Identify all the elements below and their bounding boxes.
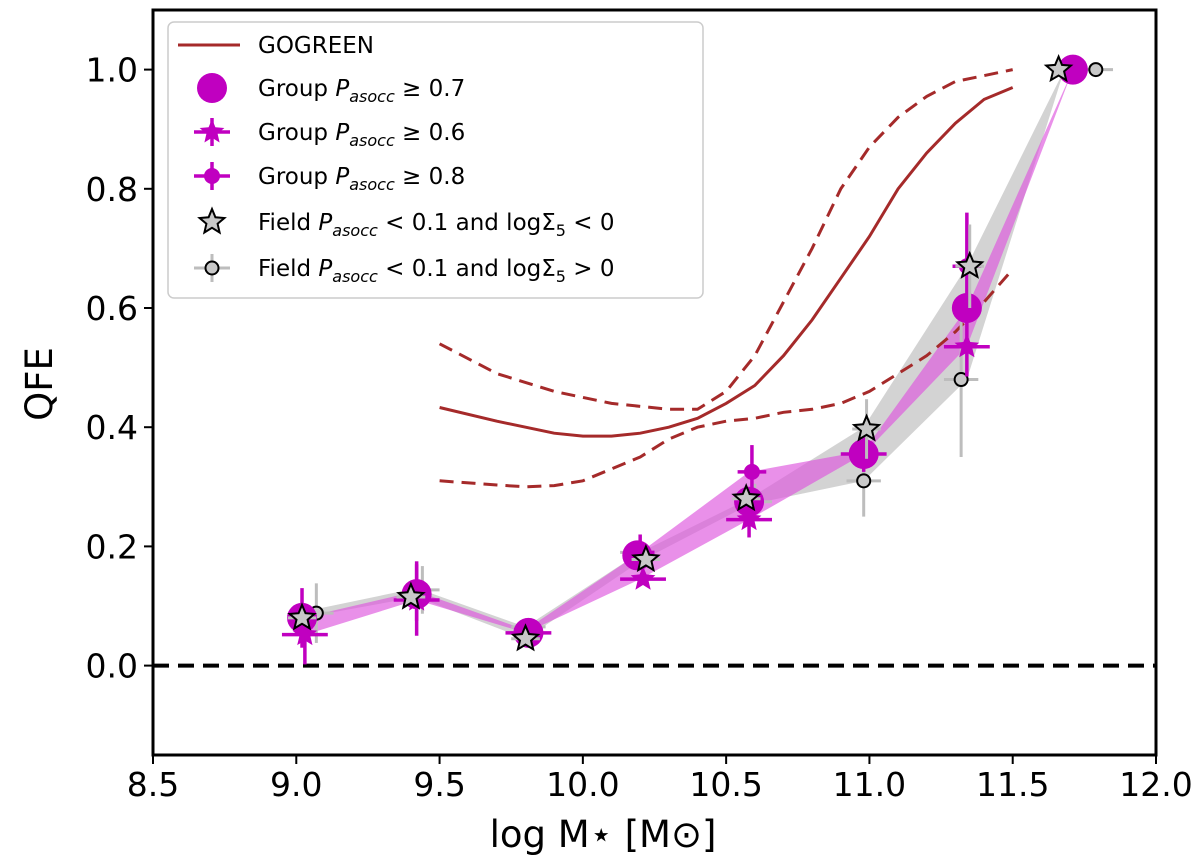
gogreen-lower-dashed: [439, 268, 1014, 489]
legend-prefix-fpos: Field: [258, 256, 318, 282]
legend-suffix-fneg: < 0.1 and logΣ: [378, 210, 556, 236]
y-axis-label: QFE: [18, 347, 61, 421]
legend-suffix-g08: ≥ 0.8: [395, 164, 465, 190]
legend-subscript-fneg: asocc: [332, 221, 378, 240]
legend-text-gogreen: GOGREEN: [258, 33, 374, 59]
series-fneg: [287, 53, 1074, 652]
legend-subscript-fpos: asocc: [332, 267, 378, 286]
legend-symbol-fpos: P: [318, 256, 332, 282]
point-g06-4: [736, 506, 762, 531]
legend-suffix-fpos: < 0.1 and logΣ: [378, 256, 556, 282]
point-fpos-7: [1088, 62, 1104, 78]
point-fneg-2: [510, 623, 541, 652]
point-g07-5: [848, 439, 879, 470]
legend-subscript-g08: asocc: [349, 175, 395, 194]
legend-label-g07: Group Pasocc ≥ 0.7: [258, 76, 465, 106]
legend-label-fneg: Field Pasocc < 0.1 and logΣ5 < 0: [258, 210, 615, 240]
legend-subscript-g06: asocc: [349, 131, 395, 150]
x-tick-label-4: 10.5: [689, 765, 762, 804]
x-tick-label-3: 10.0: [546, 765, 619, 804]
y-tick-label-1: 0.2: [86, 527, 138, 566]
legend-symbol-fneg: P: [318, 210, 332, 236]
legend-marker-g07: [197, 73, 227, 103]
legend-subscript2-fneg: 5: [556, 221, 566, 240]
shaded-bands: [302, 69, 1073, 639]
legend-prefix-g07: Group: [258, 76, 335, 102]
legend-prefix-g08: Group: [258, 164, 335, 190]
legend-marker-fpos: [204, 260, 220, 276]
legend-tail-fneg: < 0: [566, 210, 615, 236]
legend-symbol-g07: P: [335, 76, 349, 102]
point-fneg-7: [1043, 53, 1074, 83]
legend-box: [167, 21, 704, 299]
point-fpos-6: [953, 372, 969, 388]
legend-label-fpos: Field Pasocc < 0.1 and logΣ5 > 0: [258, 256, 615, 286]
legend-subscript-g07: asocc: [349, 87, 395, 106]
x-tick-label-2: 9.5: [413, 765, 465, 804]
y-axis-ticks: 0.0 0.2 0.4 0.6 0.8 1.0: [86, 51, 153, 686]
x-tick-label-1: 9.0: [270, 765, 322, 804]
legend-entry-g06: Group Pasocc ≥ 0.6: [194, 118, 465, 150]
x-tick-label-7: 12.0: [1119, 765, 1192, 804]
x-tick-label-5: 11.0: [833, 765, 906, 804]
gogreen-median-line: [439, 86, 1014, 438]
legend-suffix-g06: ≥ 0.6: [395, 120, 465, 146]
legend-entry-g08: Group Pasocc ≥ 0.8: [194, 162, 465, 194]
gogreen-curves: [438, 68, 1014, 489]
y-tick-label-3: 0.6: [86, 289, 138, 328]
legend-symbol-g08: P: [335, 164, 349, 190]
point-fneg-4: [731, 483, 762, 512]
legend-tail-fpos: > 0: [566, 256, 615, 282]
legend-marker-g06: [199, 119, 225, 143]
legend-subscript2-fpos: 5: [556, 267, 566, 286]
point-g06-6: [954, 333, 980, 358]
legend-prefix-fneg: Field: [258, 210, 318, 236]
point-fneg-1: [396, 581, 426, 610]
legend-symbol-g06: P: [335, 120, 349, 146]
group-band: [302, 69, 1073, 636]
point-fneg-5: [851, 413, 882, 442]
x-axis-ticks: 8.5 9.0 9.5 10.0 10.5 11.0 11.5 12.0: [127, 755, 1193, 804]
y-tick-label-4: 0.8: [86, 170, 138, 209]
y-tick-label-5: 1.0: [86, 51, 138, 90]
legend-label-g06: Group Pasocc ≥ 0.6: [258, 120, 465, 150]
y-tick-label-0: 0.0: [86, 647, 138, 686]
legend-prefix-g06: Group: [258, 120, 335, 146]
legend-marker-fneg: [197, 206, 227, 235]
data-points: [281, 53, 1114, 665]
legend-label-gogreen: GOGREEN: [258, 33, 374, 59]
x-tick-label-6: 11.5: [976, 765, 1049, 804]
field-band: [302, 69, 1065, 639]
point-fpos-5: [856, 473, 872, 489]
legend-label-g08: Group Pasocc ≥ 0.8: [258, 164, 465, 194]
point-fneg-6: [954, 250, 985, 279]
legend-marker-g08: [204, 168, 220, 184]
legend-entry-fneg: Field Pasocc < 0.1 and logΣ5 < 0: [197, 206, 615, 240]
point-g08-4: [743, 463, 760, 480]
x-axis-label: log M⋆ [M⊙]: [490, 813, 717, 856]
legend-entry-gogreen: GOGREEN: [178, 33, 374, 59]
y-tick-label-2: 0.4: [86, 408, 138, 447]
legend-entry-fpos: Field Pasocc < 0.1 and logΣ5 > 0: [194, 254, 615, 286]
point-fneg-3: [631, 543, 661, 573]
legend-entry-g07: Group Pasocc ≥ 0.7: [197, 73, 465, 106]
point-g07-6: [951, 293, 982, 323]
point-g06-3: [630, 566, 656, 590]
legend-suffix-g07: ≥ 0.7: [395, 76, 465, 102]
gogreen-upper-dashed: [438, 68, 1014, 411]
point-g06-0: [292, 621, 318, 646]
x-tick-label-0: 8.5: [127, 765, 179, 804]
point-fneg-0: [287, 602, 317, 631]
plot-frame: [151, 8, 1158, 757]
